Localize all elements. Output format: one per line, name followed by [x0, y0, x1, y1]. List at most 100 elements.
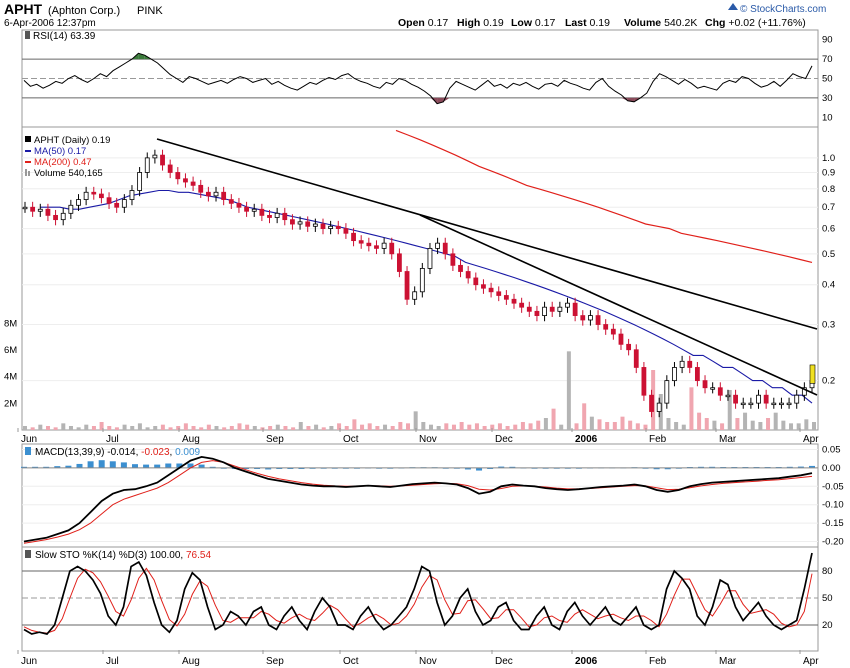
volume-bar [566, 351, 571, 430]
price-tick-label: 0.7 [822, 202, 835, 213]
sto-legend: Slow STO %K(14) %D(3) 100.00, 76.54 [25, 550, 211, 561]
volume-bar [758, 422, 763, 430]
svg-text:Low 0.17: Low 0.17 [511, 17, 556, 29]
price-candle [786, 402, 792, 406]
volume-bar [306, 426, 311, 430]
volume-bar [551, 408, 556, 430]
copyright[interactable]: © StockCharts.com [728, 3, 826, 15]
price-candle [427, 247, 433, 269]
volume-bar [214, 426, 219, 430]
price-candle [305, 221, 311, 227]
macd-tick-label: -0.15 [822, 518, 844, 529]
price-candle [557, 306, 563, 312]
price-tick-label: 0.6 [822, 224, 835, 235]
volume-bar [804, 419, 809, 430]
price-candle [694, 367, 700, 382]
volume-bar [30, 427, 35, 430]
svg-text:Last 0.19: Last 0.19 [565, 17, 610, 29]
price-candle [183, 178, 188, 183]
rsi-tick-label: 10 [822, 112, 833, 123]
volume-tick-label: 2M [4, 398, 17, 409]
price-candle [649, 394, 654, 412]
sto-x-label: Jun [21, 656, 37, 667]
volume-bar [337, 423, 342, 430]
volume-bar [750, 420, 755, 430]
volume-bar [413, 411, 418, 430]
sto-x-label: Nov [419, 656, 437, 667]
price-candle [175, 172, 181, 180]
volume-bar [543, 418, 548, 430]
volume-bar [245, 424, 250, 430]
rsi-tick-label: 70 [822, 54, 833, 65]
volume-bar [421, 422, 426, 430]
price-candle [53, 214, 58, 221]
volume-bar [76, 427, 81, 430]
svg-text:Open 0.17: Open 0.17 [398, 17, 448, 29]
volume-bar [766, 418, 771, 430]
price-candle [801, 387, 807, 396]
macd-histogram-bar [154, 464, 161, 468]
price-candle [450, 253, 456, 266]
volume-bar [153, 426, 158, 430]
macd-line [23, 455, 813, 543]
volume-bar [38, 424, 43, 430]
volume-bar [720, 423, 725, 430]
volume-bar [222, 427, 227, 430]
volume-bar [781, 420, 786, 430]
price-candle [779, 402, 784, 406]
price-candle [794, 394, 800, 404]
macd-histogram-bar [476, 467, 483, 471]
volume-bar [727, 390, 732, 430]
volume-bar [597, 419, 602, 430]
macd-histogram-bar [809, 465, 815, 468]
high-value: 0.19 [483, 17, 504, 29]
price-candle [221, 191, 227, 200]
price-candle [641, 367, 647, 396]
price-candle [45, 208, 51, 216]
sto-x-label: Sep [266, 656, 284, 667]
price-candle [129, 190, 135, 200]
volume-bar [268, 426, 273, 430]
sto-x-label: Feb [649, 656, 667, 667]
macd-histogram-bar [109, 461, 116, 468]
price-candle [374, 245, 379, 249]
price-candle [435, 242, 441, 249]
price-x-label: Apr [803, 434, 819, 445]
price-tick-label: 0.5 [822, 249, 835, 260]
low-label: Low [511, 17, 533, 29]
rsi-label: RSI(14) 63.39 [33, 31, 96, 42]
volume-bar [574, 423, 579, 430]
volume-bar [352, 419, 357, 430]
volume-bar [321, 427, 326, 430]
macd-histogram-bar [165, 463, 172, 468]
svg-text:Chg +0.02 (+11.76%): Chg +0.02 (+11.76%) [705, 17, 806, 29]
volume-bar [122, 424, 127, 430]
timestamp: 6-Apr-2006 12:37pm [4, 18, 96, 29]
price-candle [748, 402, 754, 406]
sto-x-label: 2006 [575, 656, 598, 667]
volume-bar [444, 423, 449, 430]
volume-bar [497, 423, 502, 430]
volume-bar [283, 426, 288, 430]
price-candle [137, 172, 143, 191]
volume-bar [390, 426, 395, 430]
volume-bar [237, 423, 242, 430]
price-candle [244, 206, 249, 212]
rsi-tick-label: 30 [822, 93, 833, 104]
macd-histogram-bar [298, 467, 305, 470]
last-label: Last [565, 17, 587, 29]
volume-bar [681, 424, 686, 430]
volume-bar [291, 427, 296, 430]
chg-value: +0.02 (+11.76%) [728, 17, 805, 29]
price-candle [290, 219, 295, 225]
macd-histogram-bar [143, 464, 150, 468]
up-arrow-icon [728, 3, 738, 10]
rsi-tick-label: 50 [822, 74, 833, 85]
volume-bar [520, 422, 525, 430]
rsi-oversold-fill [430, 97, 438, 104]
volume-value: 540.2K [664, 17, 697, 29]
macd-tick-label: -0.10 [822, 500, 844, 511]
price-legend: APHT (Daily) 0.19 MA(50) 0.17 MA(200) 0.… [25, 135, 110, 179]
macd-histogram-bar [76, 463, 83, 468]
volume-bar [360, 424, 365, 430]
